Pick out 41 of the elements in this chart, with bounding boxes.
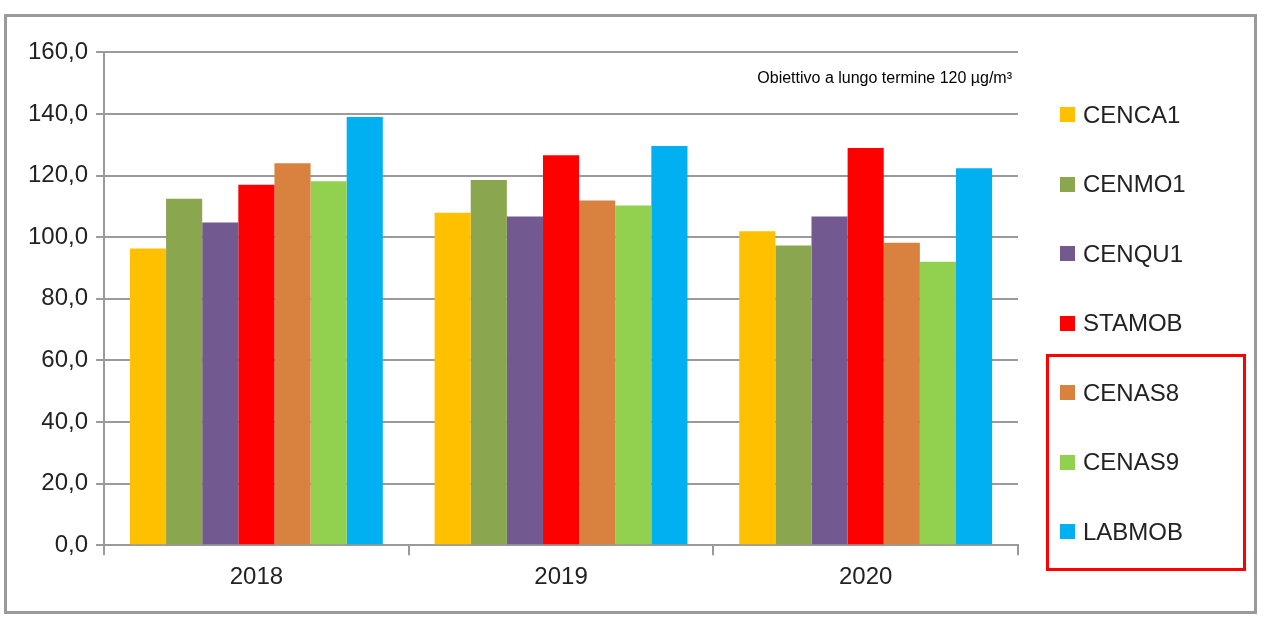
- legend-label: CENQU1: [1083, 239, 1184, 268]
- y-tick-label: 120,0: [28, 160, 89, 188]
- bar: [310, 181, 347, 545]
- legend-label: CENAS9: [1083, 448, 1180, 477]
- bar: [811, 216, 848, 545]
- bar: [615, 205, 652, 545]
- x-tick-label: 2020: [838, 562, 893, 590]
- x-tick-label: 2019: [534, 562, 588, 590]
- bar: [739, 231, 776, 545]
- legend-label: CENMO1: [1083, 170, 1186, 199]
- annotation: Obiettivo a lungo termine 120 µg/m³: [757, 68, 1013, 86]
- bar: [434, 212, 471, 545]
- y-tick-label: 140,0: [28, 98, 89, 126]
- legend-label: CENCA1: [1083, 100, 1181, 129]
- bar: [651, 146, 688, 545]
- legend-label: LABMOB: [1083, 517, 1184, 546]
- y-tick-label: 20,0: [41, 468, 89, 496]
- bar: [847, 147, 884, 545]
- bar: [919, 261, 956, 545]
- bar: [346, 117, 383, 545]
- x-tick-label: 2018: [229, 562, 284, 590]
- legend-label: STAMOB: [1083, 309, 1183, 338]
- y-tick-label: 80,0: [41, 283, 89, 311]
- y-tick-label: 160,0: [28, 37, 89, 65]
- bar: [883, 242, 920, 545]
- bar: [542, 155, 580, 545]
- bar: [470, 179, 507, 545]
- bar: [775, 245, 812, 545]
- bar: [238, 184, 275, 545]
- bar: [274, 163, 311, 545]
- bar: [579, 200, 616, 545]
- bar: [955, 168, 993, 545]
- bar: [129, 248, 167, 545]
- y-tick-label: 40,0: [41, 406, 89, 434]
- y-tick-label: 60,0: [41, 345, 89, 373]
- y-tick-label: 0,0: [54, 529, 89, 557]
- bar: [202, 222, 239, 545]
- legend-label: CENAS8: [1083, 378, 1180, 407]
- y-tick-label: 100,0: [28, 221, 89, 249]
- bar: [166, 198, 203, 545]
- bar: [506, 216, 543, 545]
